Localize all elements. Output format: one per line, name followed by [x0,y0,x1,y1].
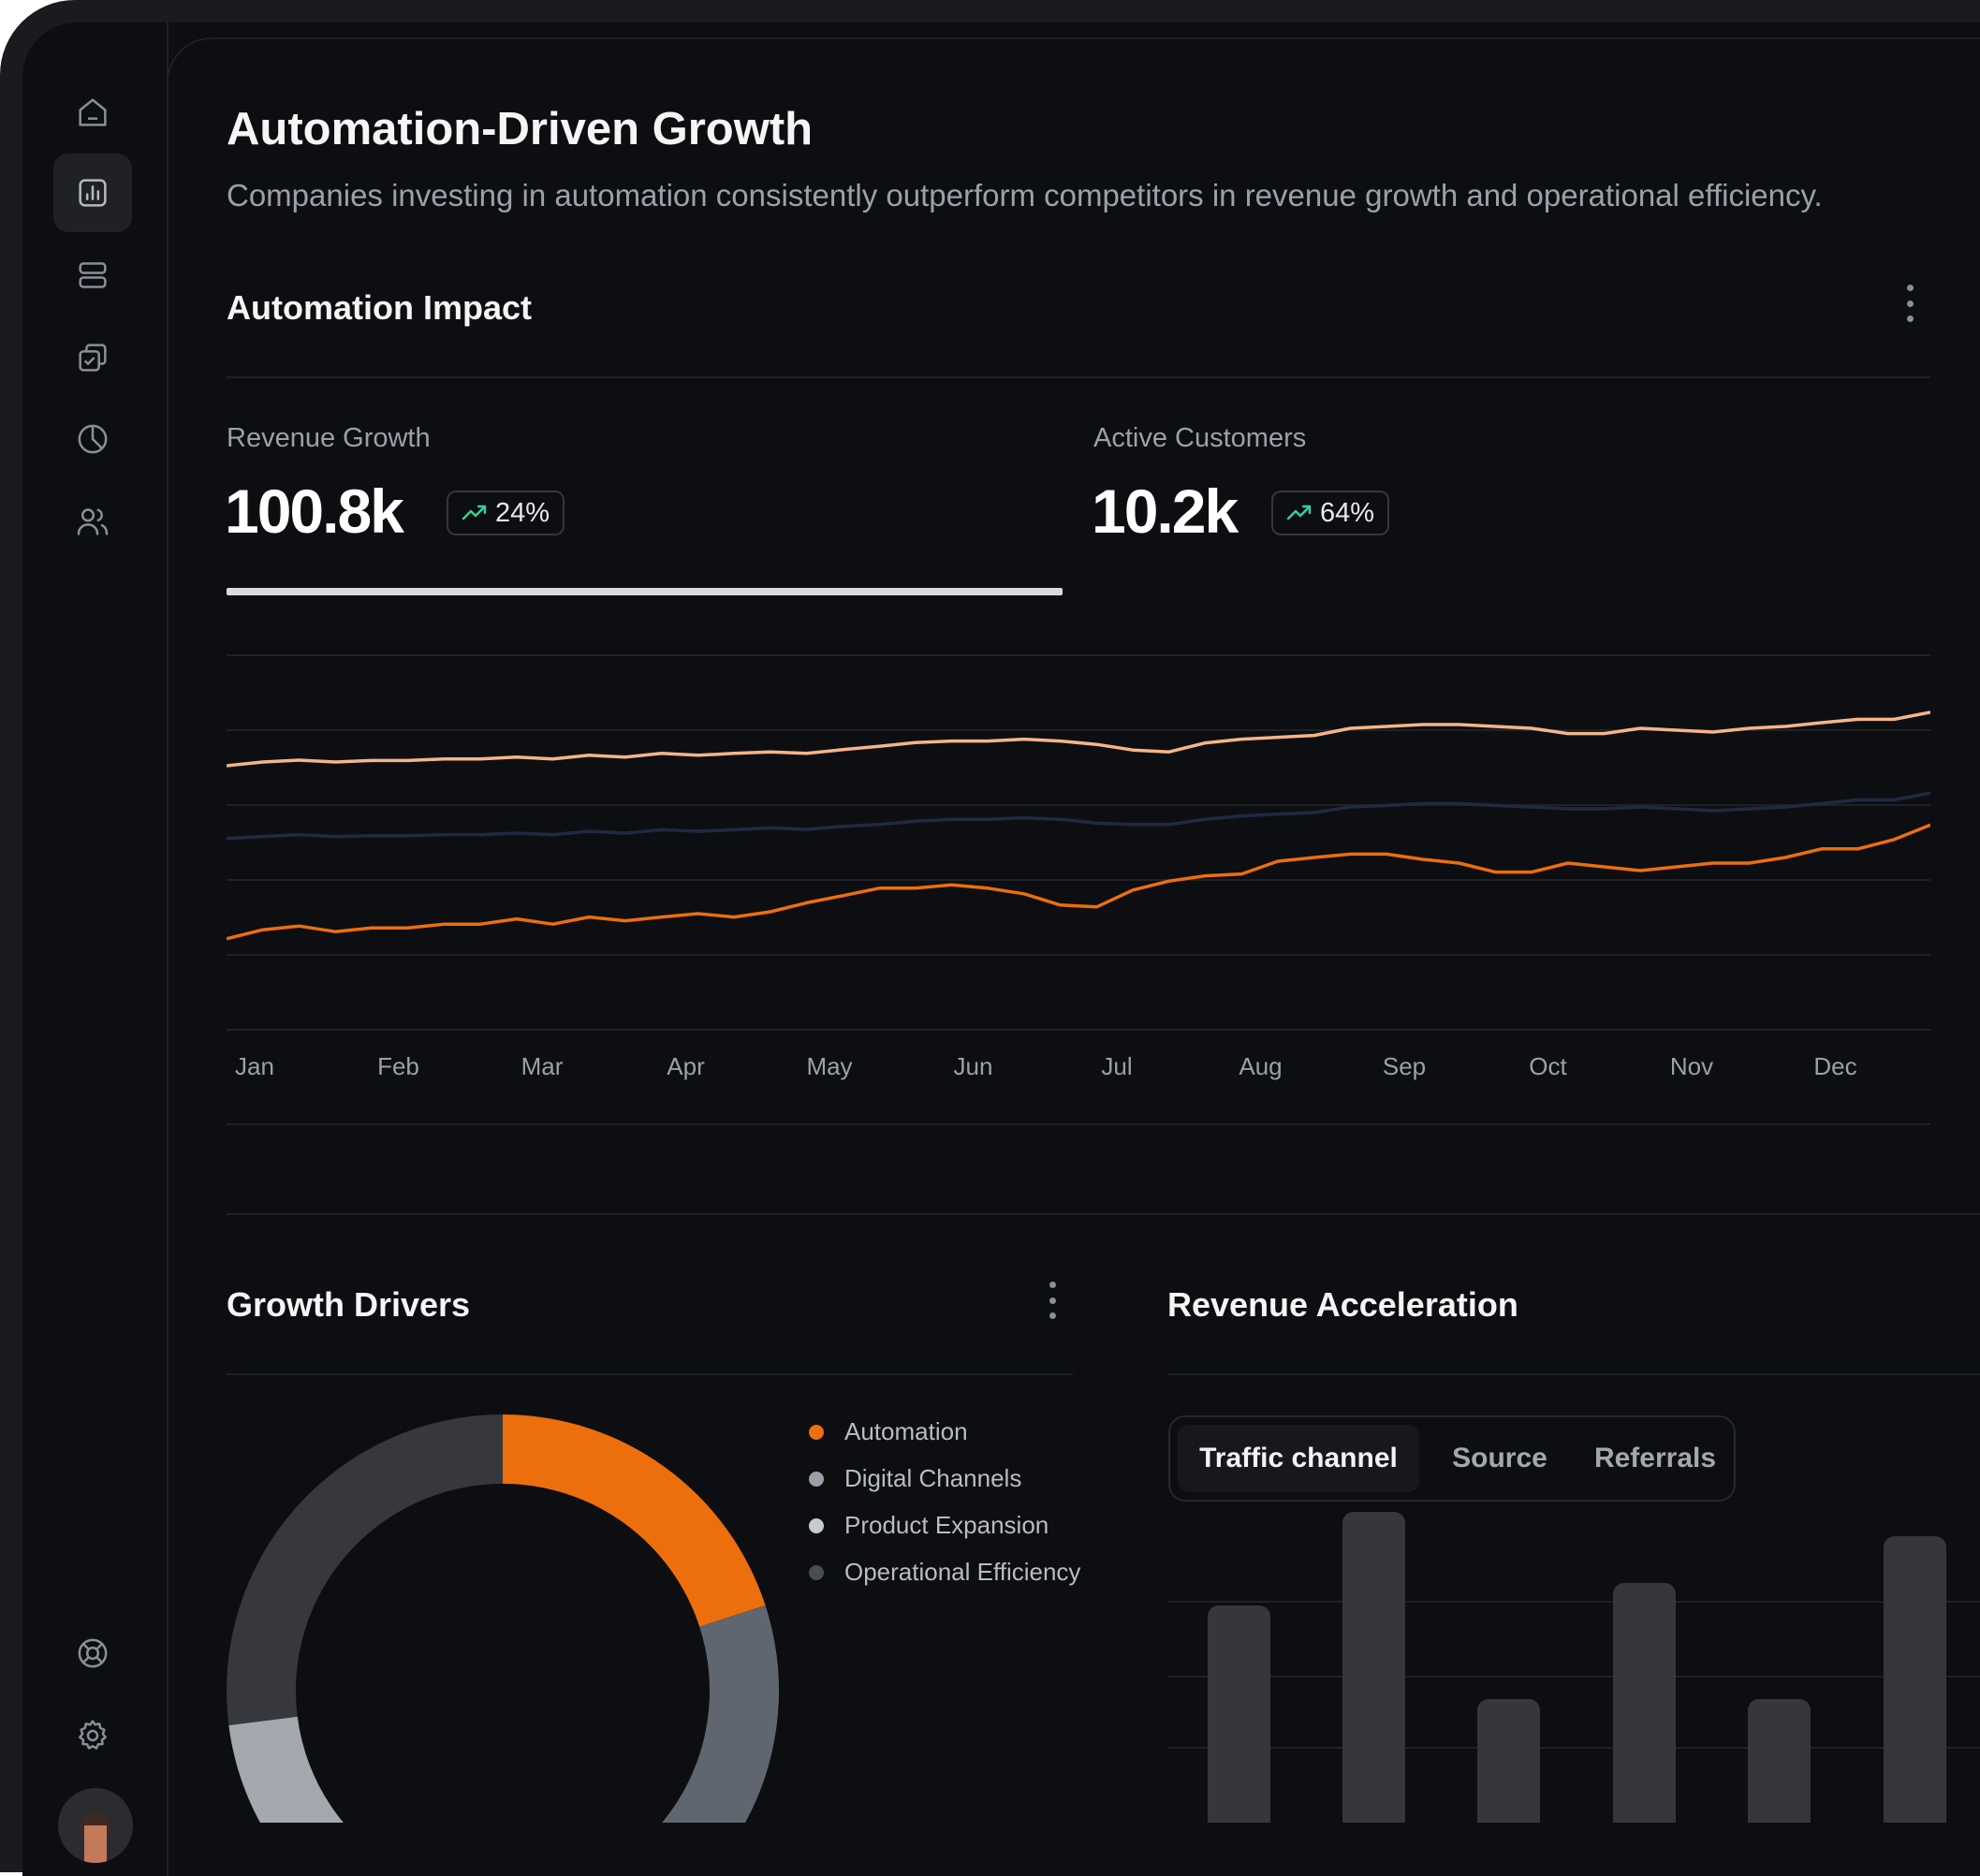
legend-item[interactable]: Operational Efficiency [809,1558,1080,1587]
x-tick-label: Jul [1101,1052,1133,1080]
sidebar-item-settings[interactable] [53,1696,132,1775]
selected-metric-indicator [227,588,1063,595]
legend-label: Automation [844,1417,968,1445]
legend-dot [809,1564,824,1580]
divider [227,1373,1073,1375]
help-lifebuoy-icon [78,1638,108,1668]
channel-segmented-control: Traffic channel Source Referrals [1168,1415,1736,1502]
bar[interactable] [1884,1536,1946,1823]
donut-slice[interactable] [227,1414,503,1725]
x-tick-label: Jun [953,1052,993,1080]
main-content [167,37,1980,1825]
series-line-upper [227,711,1930,768]
users-icon [77,508,109,535]
sidebar-item-home[interactable] [53,73,132,152]
revenue-growth-value[interactable]: 100.8k [225,476,404,546]
legend-label: Digital Channels [844,1464,1022,1492]
page-title: Automation-Driven Growth [227,104,814,154]
revenue-growth-badge: 24% [447,491,565,535]
bar[interactable] [1208,1605,1270,1823]
x-tick-label: Aug [1239,1052,1283,1080]
revenue-acceleration-title: Revenue Acceleration [1167,1285,1518,1324]
bar[interactable] [1613,1583,1676,1823]
home-icon [79,98,107,126]
section-divider [227,1213,1980,1215]
bar[interactable] [1477,1699,1540,1823]
sidebar-item-tasks[interactable] [53,318,132,397]
pie-chart-icon [78,424,108,454]
gridline [1167,1601,1980,1603]
x-tick-label: Sep [1382,1052,1427,1080]
tab-traffic-channel[interactable]: Traffic channel [1178,1425,1419,1492]
legend-label: Product Expansion [844,1511,1049,1539]
trend-up-icon [1286,505,1312,520]
page-subtitle: Companies investing in automation consis… [227,178,1823,213]
series-line-middle [227,791,1930,841]
sidebar-item-reports[interactable] [53,400,132,478]
avatar[interactable] [58,1788,133,1863]
legend-dot [809,1424,824,1440]
x-tick-label: Oct [1529,1052,1567,1080]
active-customers-value[interactable]: 10.2k [1092,476,1239,546]
divider [227,1123,1930,1125]
bar-chart-icon [79,179,107,207]
legend-item[interactable]: Product Expansion [809,1511,1049,1540]
impact-more-menu-icon[interactable] [1905,285,1914,322]
automation-impact-title: Automation Impact [227,288,533,327]
x-tick-label: May [806,1052,853,1080]
revenue-growth-label[interactable]: Revenue Growth [227,423,431,453]
gridline [1167,1676,1980,1678]
tab-source[interactable]: Source [1452,1443,1547,1473]
trend-up-icon [462,505,487,520]
tasks-icon [79,344,107,372]
x-tick-label: Dec [1813,1052,1857,1080]
growth-drivers-title: Growth Drivers [227,1285,471,1324]
sidebar-item-help[interactable] [53,1614,132,1693]
gridline [1167,1747,1980,1749]
sidebar-item-users[interactable] [53,482,132,561]
growth-drivers-donut-chart [227,1414,779,1823]
legend-dot [809,1517,824,1533]
x-tick-label: Feb [377,1052,419,1080]
bar[interactable] [1342,1512,1405,1823]
gear-icon [79,1720,107,1750]
x-tick-label: Apr [667,1052,705,1080]
sidebar [22,22,169,1876]
legend-item[interactable]: Automation [809,1417,968,1446]
sidebar-item-analytics[interactable] [53,154,132,232]
donut-slice[interactable] [503,1414,766,1627]
legend-label: Operational Efficiency [844,1558,1081,1586]
active-customers-badge: 64% [1271,491,1390,535]
divider [1167,1373,1980,1375]
automation-impact-line-chart [227,654,1930,1031]
x-tick-label: Nov [1669,1052,1714,1080]
legend-dot [809,1471,824,1487]
bar[interactable] [1748,1699,1811,1823]
divider [227,376,1930,378]
legend-item[interactable]: Digital Channels [809,1464,1021,1493]
active-customers-label[interactable]: Active Customers [1093,423,1307,453]
x-tick-label: Jan [235,1052,274,1080]
tab-referrals[interactable]: Referrals [1593,1443,1717,1473]
database-icon [79,262,107,288]
donut-slice[interactable] [228,1716,620,1823]
sidebar-item-data[interactable] [53,236,132,315]
revenue-growth-change: 24% [495,497,550,528]
series-line-lower [227,823,1930,941]
active-customers-change: 64% [1320,497,1375,528]
x-tick-label: Mar [521,1052,564,1080]
avatar-photo [81,1812,110,1863]
drivers-more-menu-icon[interactable] [1048,1282,1057,1319]
donut-slice[interactable] [591,1605,779,1823]
